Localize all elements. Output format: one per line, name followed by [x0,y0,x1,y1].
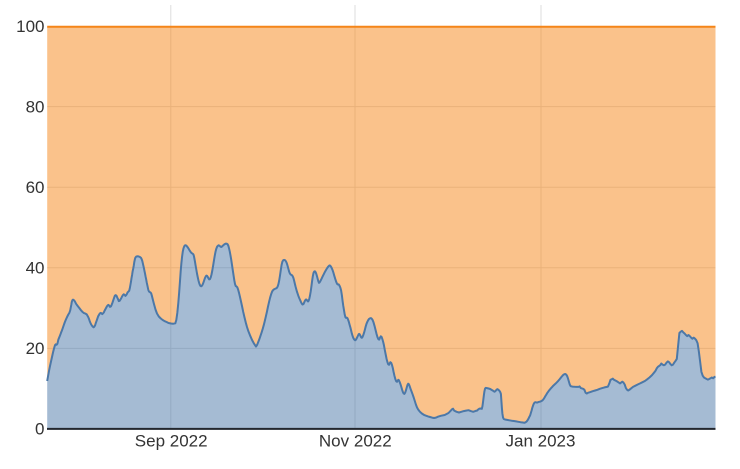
svg-text:40: 40 [26,259,45,278]
svg-text:0: 0 [35,419,44,438]
svg-text:Nov 2022: Nov 2022 [319,432,392,451]
svg-text:60: 60 [26,178,45,197]
svg-text:Sep 2022: Sep 2022 [135,432,208,451]
svg-text:20: 20 [26,339,45,358]
svg-text:100: 100 [16,17,44,36]
svg-text:Jan 2023: Jan 2023 [506,432,576,451]
svg-text:80: 80 [26,97,45,116]
